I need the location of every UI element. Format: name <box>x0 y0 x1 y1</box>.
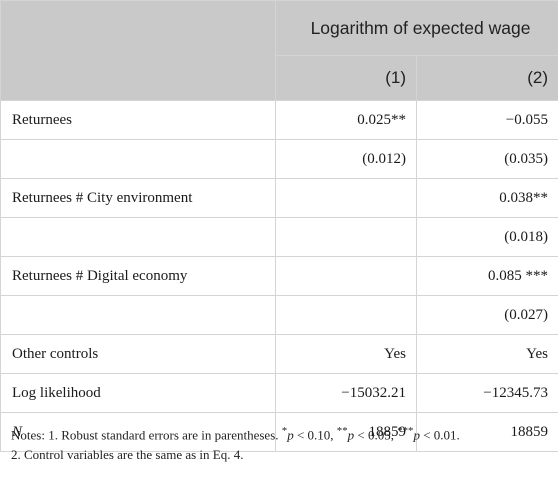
regression-table: Logarithm of expected wage (1) (2) Retur… <box>0 0 558 452</box>
cell-col1 <box>275 256 417 296</box>
p2-text: < 0.05, <box>354 427 398 443</box>
cell-col1: (0.012) <box>275 139 417 179</box>
row-label: N <box>0 412 276 452</box>
table-notes: Notes: 1. Robust standard errors are in … <box>11 421 551 465</box>
p3-text: < 0.01. <box>419 427 460 443</box>
p3-stars: *** <box>397 425 414 437</box>
cell-col2: 18859 <box>416 412 558 452</box>
cell-col2: 0.085 *** <box>416 256 558 296</box>
n-label: N <box>12 423 23 440</box>
row-label: Log likelihood <box>0 373 276 413</box>
table-row: Other controls Yes Yes <box>0 334 558 374</box>
p1-text: < 0.10, <box>293 427 337 443</box>
p1-stars: * <box>281 425 288 437</box>
cell-col2: (0.035) <box>416 139 558 179</box>
header-blank-cell <box>0 0 276 101</box>
table-row: (0.027) <box>0 295 558 335</box>
row-label: Other controls <box>0 334 276 374</box>
cell-col1: 0.025** <box>275 100 417 140</box>
p-symbol: p <box>287 427 294 443</box>
row-label: Returnees # Digital economy <box>0 256 276 296</box>
cell-col2: −12345.73 <box>416 373 558 413</box>
cell-col2: 0.038** <box>416 178 558 218</box>
table-row: Log likelihood −15032.21 −12345.73 <box>0 373 558 413</box>
cell-col1: −15032.21 <box>275 373 417 413</box>
p-symbol: p <box>347 427 355 443</box>
notes-line-2: 2. Control variables are the same as in … <box>11 447 244 463</box>
column-header-1: (1) <box>275 55 417 101</box>
row-label <box>0 139 276 179</box>
table-row: (0.018) <box>0 217 558 257</box>
row-label: Returnees <box>0 100 276 140</box>
column-header-2: (2) <box>416 55 558 101</box>
p2-stars: ** <box>336 425 348 437</box>
cell-col1: 18859 <box>275 412 417 452</box>
row-label: Returnees # City environment <box>0 178 276 218</box>
cell-col2: (0.018) <box>416 217 558 257</box>
cell-col1 <box>275 295 417 335</box>
p-symbol: p <box>413 427 420 443</box>
row-label <box>0 295 276 335</box>
table-row: N 18859 18859 <box>0 412 558 452</box>
cell-col2: −0.055 <box>416 100 558 140</box>
header-row-group: Logarithm of expected wage <box>0 0 558 101</box>
notes-prefix: Notes: 1. Robust standard errors are in … <box>11 427 282 443</box>
row-label <box>0 217 276 257</box>
cell-col1: Yes <box>275 334 417 374</box>
cell-col2: (0.027) <box>416 295 558 335</box>
notes-line-1: Notes: 1. Robust standard errors are in … <box>11 421 551 445</box>
group-header: Logarithm of expected wage <box>275 0 558 56</box>
table-row: Returnees 0.025** −0.055 <box>0 100 558 140</box>
cell-col1 <box>275 217 417 257</box>
table-row: (0.012) (0.035) <box>0 139 558 179</box>
cell-col1 <box>275 178 417 218</box>
table-row: Returnees # Digital economy 0.085 *** <box>0 256 558 296</box>
table-row: Returnees # City environment 0.038** <box>0 178 558 218</box>
cell-col2: Yes <box>416 334 558 374</box>
